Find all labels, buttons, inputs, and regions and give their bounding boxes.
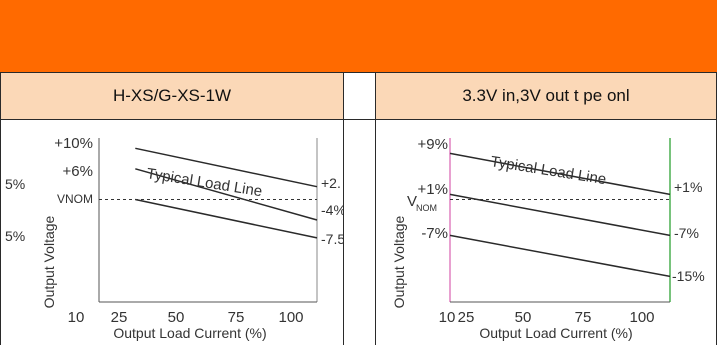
header-left: H-XS/G-XS-1W	[1, 73, 343, 119]
right-series-group	[449, 152, 671, 278]
right-xtick-100: 100	[629, 309, 654, 326]
right-series-line-1	[449, 152, 671, 196]
right-ytick-plus1: +1%	[418, 181, 448, 198]
left-ytick-vnom: VNOM	[57, 192, 93, 206]
left-xtick-group: 10 25 50 75 100	[68, 309, 304, 326]
left-ytick-plus10: +10%	[54, 135, 93, 152]
chart-left-cell: +10% +6% VNOM 5% 5% Typical Load Line +2…	[1, 120, 346, 345]
left-annotation: Typical Load Line	[145, 165, 263, 200]
right-vnom-label: V	[407, 193, 417, 210]
table-border-left	[0, 72, 1, 345]
right-ytick-plus9: +9%	[418, 136, 448, 153]
chart-right-cell: +9% +1% -7% V NOM Typical Load Line +1% …	[376, 120, 716, 345]
left-ylabel: Output Voltage	[41, 215, 57, 308]
chart-right: +9% +1% -7% V NOM Typical Load Line +1% …	[391, 136, 705, 341]
right-xlabel: Output Load Current (%)	[479, 325, 632, 341]
right-right-label-3: -15%	[672, 268, 705, 284]
left-right-label-1: +2.	[321, 175, 341, 191]
left-partial-label-1: 5%	[5, 176, 25, 192]
left-xtick-100: 100	[278, 309, 303, 326]
right-xtick-group: 10 25 50 75 100	[439, 309, 655, 326]
table-border-mid	[0, 119, 717, 120]
left-xlabel: Output Load Current (%)	[113, 325, 266, 341]
title-banner	[0, 0, 717, 72]
right-right-label-2: -7%	[674, 225, 699, 241]
chart-left: +10% +6% VNOM 5% 5% Typical Load Line +2…	[5, 135, 346, 341]
left-series-line-2	[135, 168, 318, 221]
left-xtick-10: 10	[68, 309, 85, 326]
left-xtick-50: 50	[168, 309, 185, 326]
left-series-line-3	[135, 198, 318, 239]
right-xtick-10: 10	[439, 309, 456, 326]
right-ytick-minus7: -7%	[421, 225, 448, 242]
header-right: 3.3V in,3V out t pe onl	[376, 73, 716, 119]
left-xtick-25: 25	[111, 309, 128, 326]
left-partial-label-2: 5%	[5, 228, 25, 244]
right-xtick-75: 75	[575, 309, 592, 326]
right-ylabel: Output Voltage	[391, 215, 407, 308]
right-xtick-50: 50	[515, 309, 532, 326]
left-right-label-3: -7.5	[321, 231, 343, 247]
left-series-line-1	[135, 147, 318, 188]
left-series-group	[135, 147, 318, 239]
table-border-divider-a	[343, 72, 344, 345]
left-xtick-75: 75	[228, 309, 245, 326]
right-series-line-2	[449, 193, 671, 237]
right-series-line-3	[449, 234, 671, 278]
right-right-label-1: +1%	[674, 179, 702, 195]
left-ytick-plus6: +6%	[63, 163, 93, 180]
right-vnom-sub: NOM	[416, 203, 437, 213]
table-border-top	[0, 72, 717, 73]
left-right-label-2: -4%	[321, 202, 343, 218]
right-xtick-25: 25	[458, 309, 475, 326]
right-annotation: Typical Load Line	[489, 153, 607, 188]
table-border-divider-b	[375, 72, 376, 345]
